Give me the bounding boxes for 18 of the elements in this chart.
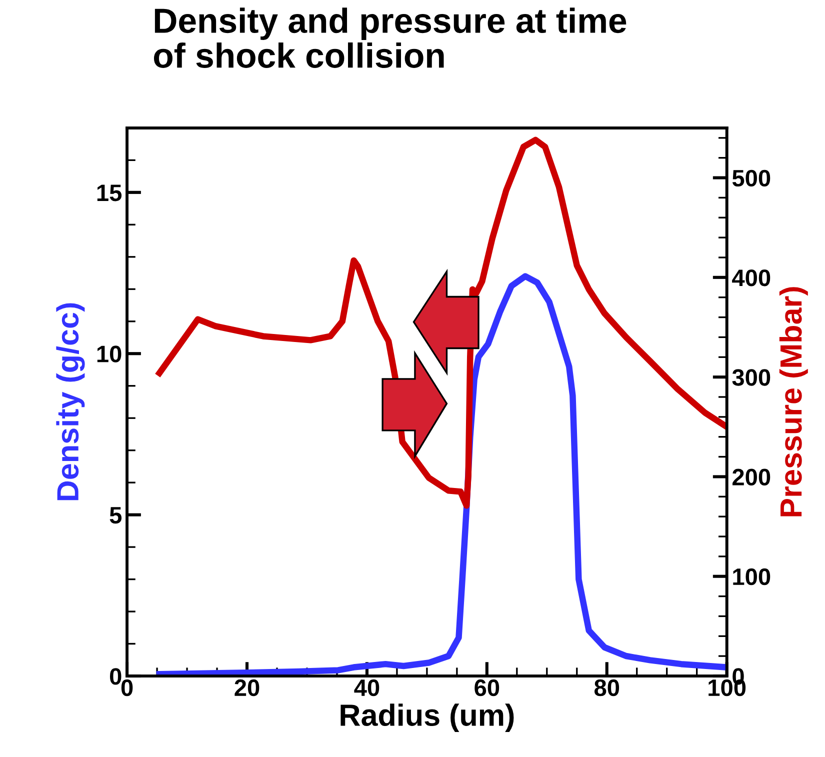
y-tick-label: 10: [97, 346, 122, 362]
y2-tick-label: 100: [733, 568, 770, 586]
x-tick-label: 80: [594, 679, 620, 696]
y-tick-label: 5: [110, 507, 122, 524]
chart-title: Density and pressure at time of shock collision: [154, 8, 626, 68]
y-axis-title: Density (g/cc): [56, 303, 85, 500]
y2-tick-label: 200: [732, 468, 770, 486]
x-tick-label: 40: [354, 679, 380, 696]
y2-tick-label: 500: [732, 170, 770, 187]
y-tick-label: 0: [110, 668, 122, 685]
y2-tick-label: 300: [732, 369, 770, 386]
x-tick-label: 20: [234, 679, 260, 696]
x-axis-title: Radius (um): [340, 704, 514, 732]
x-tick-label: 0: [121, 679, 133, 696]
y-tick-label: 15: [97, 184, 122, 202]
y2-tick-label: 400: [732, 269, 770, 286]
y2-axis-title: Pressure (Mbar): [779, 287, 808, 516]
x-tick-label: 60: [474, 679, 500, 696]
